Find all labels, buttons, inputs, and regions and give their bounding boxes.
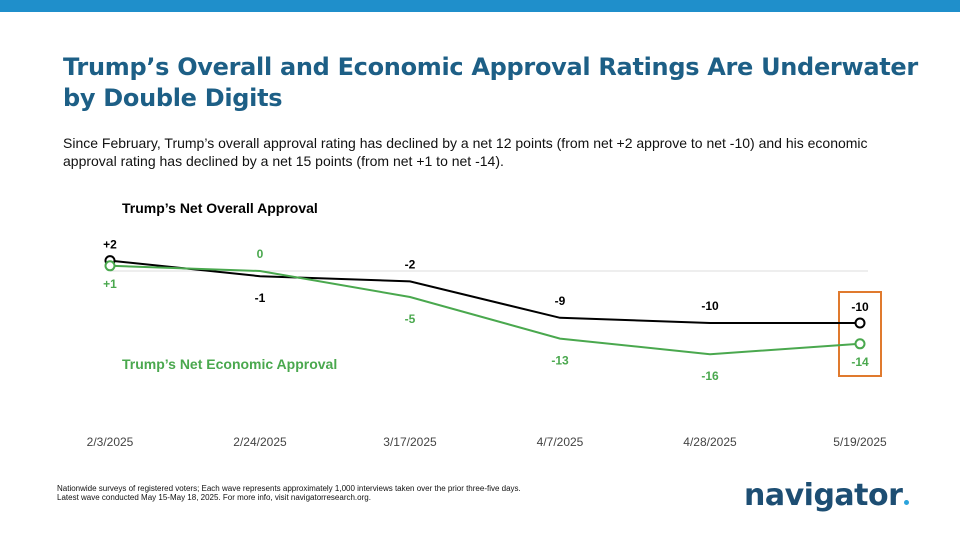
data-label-overall-0: +2 (103, 238, 117, 252)
page-subtitle: Since February, Trump’s overall approval… (63, 135, 868, 169)
data-label-economic-2: -5 (405, 312, 416, 326)
data-label-economic-1: 0 (257, 247, 264, 261)
series-line-economic (109, 264, 861, 356)
line-chart: +2 -1 -2 -9 -10 -10 +1 0 -5 -13 -16 -14 Trump’s Net … (87, 200, 887, 449)
data-label-overall-1: -1 (255, 291, 266, 305)
x-tick-label-1: 2/24/2025 (233, 435, 287, 449)
data-label-overall-4: -10 (701, 299, 719, 313)
series-marker-overall-5 (854, 317, 866, 329)
x-tick-label-4: 4/28/2025 (683, 435, 737, 449)
footnote: Nationwide surveys of registered voters;… (57, 484, 677, 502)
logo-text: navigator (744, 478, 903, 513)
data-label-overall-3: -9 (555, 294, 566, 308)
data-label-economic-3: -13 (551, 354, 569, 368)
footnote-line-2: Latest wave conducted May 15-May 18, 202… (57, 493, 371, 502)
data-label-overall-2: -2 (405, 257, 416, 271)
x-tick-label-0: 2/3/2025 (87, 435, 134, 449)
series-marker-economic-0 (104, 260, 116, 272)
logo-dot-icon (904, 500, 910, 505)
series-marker-economic-5 (854, 338, 866, 350)
top-accent-bar (0, 0, 960, 12)
series-line-overall (109, 259, 860, 324)
series-title-economic: Trump’s Net Economic Approval (122, 356, 337, 372)
x-tick-label-3: 4/7/2025 (537, 435, 584, 449)
latest-wave-highlight-box (838, 291, 882, 377)
data-label-overall-5: -10 (851, 300, 869, 314)
page-title: Trump’s Overall and Economic Approval Ra… (63, 53, 918, 112)
data-label-economic-4: -16 (701, 369, 719, 383)
data-label-economic-5: -14 (851, 355, 869, 369)
series-title-overall: Trump’s Net Overall Approval (122, 200, 318, 216)
navigator-logo: navigator (744, 478, 910, 513)
footnote-line-1: Nationwide surveys of registered voters;… (57, 484, 521, 493)
x-tick-label-2: 3/17/2025 (383, 435, 437, 449)
data-label-economic-0: +1 (103, 277, 117, 291)
x-tick-label-5: 5/19/2025 (833, 435, 887, 449)
